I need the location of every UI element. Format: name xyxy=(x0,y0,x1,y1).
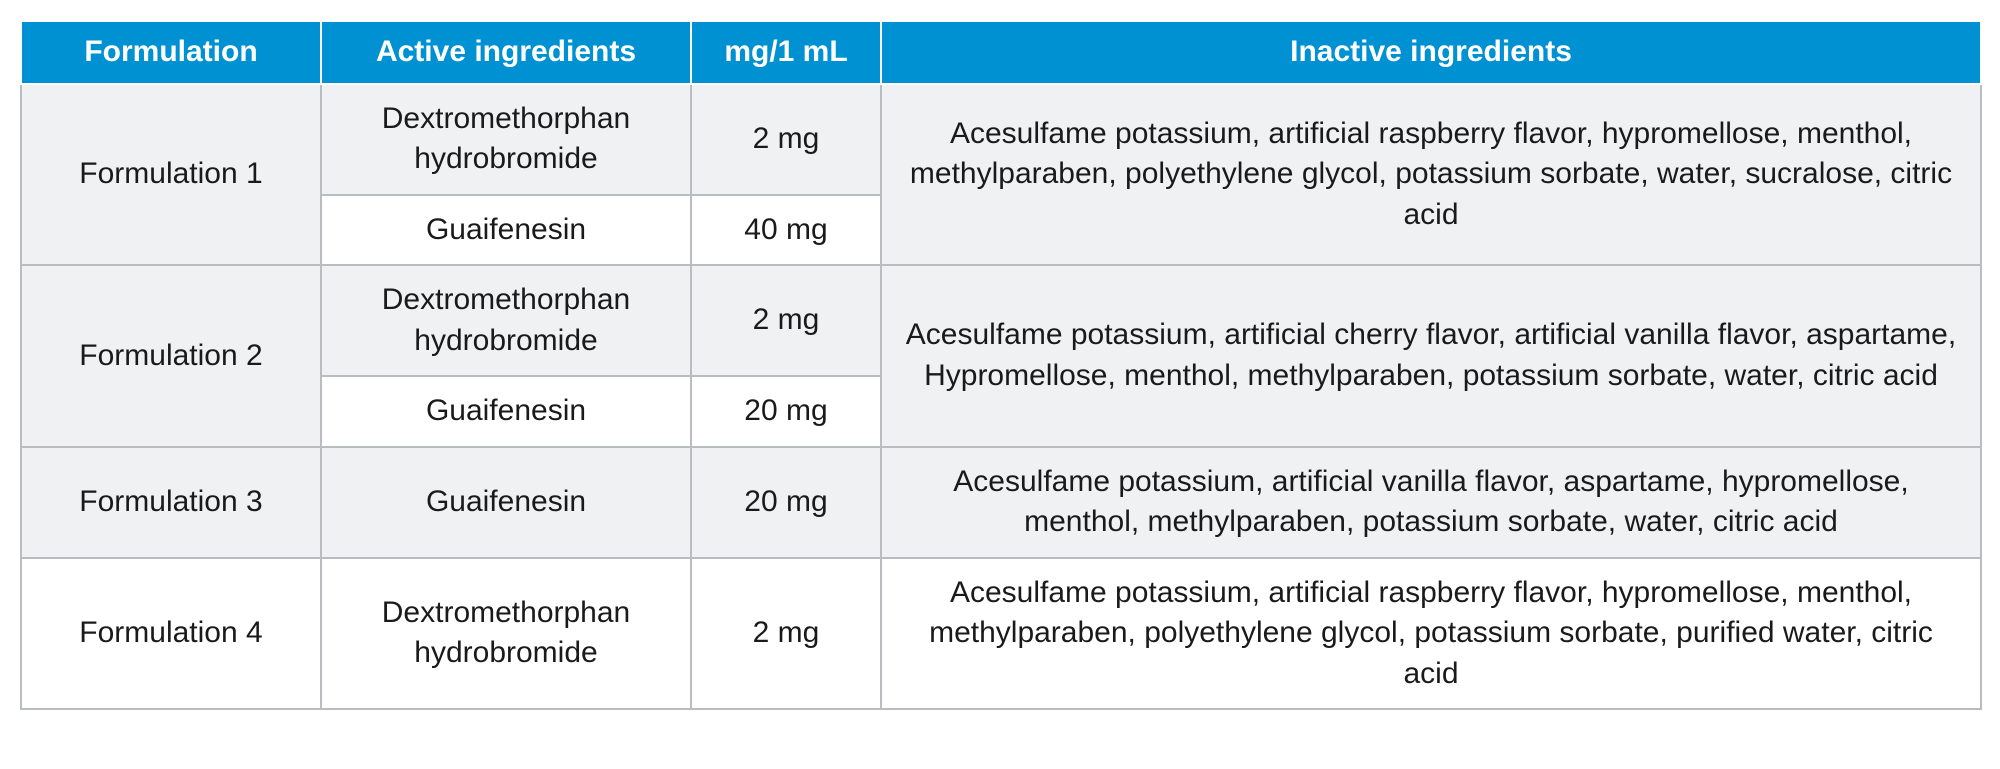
formulations-table: Formulation Active ingredients mg/1 mL I… xyxy=(20,20,1982,710)
cell-dose: 40 mg xyxy=(691,195,881,266)
cell-dose: 2 mg xyxy=(691,265,881,376)
cell-inactive: Acesulfame potassium, artificial vanilla… xyxy=(881,447,1981,558)
cell-inactive: Acesulfame potassium, artificial raspber… xyxy=(881,84,1981,266)
cell-formulation: Formulation 3 xyxy=(21,447,321,558)
cell-dose: 2 mg xyxy=(691,84,881,195)
table-row: Formulation 4 Dextromethorphan hydrobrom… xyxy=(21,558,1981,710)
cell-formulation: Formulation 1 xyxy=(21,84,321,266)
table-row: Formulation 1 Dextromethorphan hydrobrom… xyxy=(21,84,1981,195)
col-header-formulation: Formulation xyxy=(21,21,321,84)
cell-active: Guaifenesin xyxy=(321,376,691,447)
cell-active: Guaifenesin xyxy=(321,195,691,266)
table-row: Formulation 3 Guaifenesin 20 mg Acesulfa… xyxy=(21,447,1981,558)
cell-formulation: Formulation 2 xyxy=(21,265,321,447)
cell-dose: 20 mg xyxy=(691,447,881,558)
cell-active: Dextromethorphan hydrobromide xyxy=(321,84,691,195)
cell-inactive: Acesulfame potassium, artificial raspber… xyxy=(881,558,1981,710)
table-row: Formulation 2 Dextromethorphan hydrobrom… xyxy=(21,265,1981,376)
col-header-dose: mg/1 mL xyxy=(691,21,881,84)
table-header-row: Formulation Active ingredients mg/1 mL I… xyxy=(21,21,1981,84)
cell-dose: 20 mg xyxy=(691,376,881,447)
cell-active: Dextromethorphan hydrobromide xyxy=(321,265,691,376)
cell-active: Guaifenesin xyxy=(321,447,691,558)
col-header-active: Active ingredients xyxy=(321,21,691,84)
cell-inactive: Acesulfame potassium, artificial cherry … xyxy=(881,265,1981,447)
cell-formulation: Formulation 4 xyxy=(21,558,321,710)
col-header-inactive: Inactive ingredients xyxy=(881,21,1981,84)
cell-dose: 2 mg xyxy=(691,558,881,710)
cell-active: Dextromethorphan hydrobromide xyxy=(321,558,691,710)
